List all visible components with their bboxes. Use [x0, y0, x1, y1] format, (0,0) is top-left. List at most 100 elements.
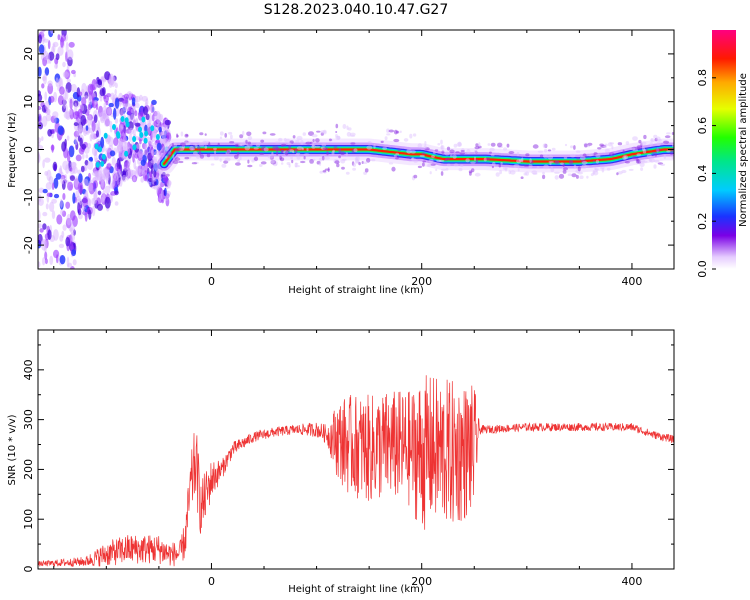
spectrogram-speckle: [536, 166, 540, 169]
spectrogram-speckle: [609, 152, 615, 157]
spectrogram-blob: [66, 256, 70, 268]
spectrogram-blob: [45, 113, 52, 122]
spectrogram-blob: [100, 197, 105, 203]
spectrogram-speckle: [354, 157, 358, 161]
spectrogram-speckle: [247, 136, 253, 140]
spectrogram-speckle: [301, 147, 304, 151]
spectrogram-blob: [57, 95, 64, 106]
spectrogram-blob: [62, 224, 67, 231]
spectrogram-speckle: [167, 154, 171, 159]
spectrogram-speckle: [421, 152, 426, 155]
spectrogram-speckle: [419, 154, 425, 158]
spectrogram-hotspot: [120, 116, 125, 122]
spectrogram-blob: [42, 188, 48, 194]
spectrogram-blob: [97, 203, 103, 211]
snr-ytick-label: 400: [22, 359, 35, 380]
spectrogram-speckle: [342, 158, 347, 161]
spectrogram-speckle: [622, 149, 625, 155]
spectrogram-blob: [103, 95, 109, 103]
spectrogram-blob: [132, 175, 136, 182]
spectrogram-speckle: [465, 158, 470, 163]
spectrogram-speckle: [338, 155, 341, 159]
spectrogram-blob: [132, 153, 135, 163]
spectrogram-blob: [59, 198, 63, 208]
spectrogram-blob: [141, 165, 145, 175]
spectrogram-speckle: [165, 147, 169, 151]
spectrogram-hotspot: [98, 146, 103, 153]
spectrogram-speckle: [498, 164, 501, 168]
spectrogram-speckle: [296, 135, 303, 141]
spectrogram-speckle: [500, 161, 503, 165]
spectrogram-speckle: [466, 149, 471, 154]
spectrogram-blob: [114, 190, 119, 196]
spectrogram-speckle: [263, 147, 269, 152]
spectrogram-speckle: [449, 149, 455, 154]
spectrogram-hotspot: [124, 117, 129, 124]
spectrogram-blob: [53, 249, 60, 259]
spectrogram-speckle: [671, 132, 674, 135]
spectrogram-speckle: [296, 155, 301, 160]
spectrogram-speckle: [567, 173, 572, 176]
spectrogram-blob: [128, 127, 134, 135]
spectrogram-speckle: [474, 156, 476, 161]
spectrogram-ytick-label: 20: [22, 47, 35, 61]
spectrogram-speckle: [651, 151, 656, 155]
spectrogram-speckle: [276, 151, 279, 156]
spectrogram-speckle: [342, 124, 347, 129]
spectrogram-speckle: [550, 168, 555, 173]
spectrogram-blob: [145, 98, 149, 106]
spectrogram-ytick-label: 0: [22, 146, 35, 153]
spectrogram-blob: [49, 255, 54, 265]
spectrogram-speckle: [327, 167, 330, 173]
spectrogram-speckle: [306, 147, 309, 152]
spectrogram-blob: [87, 198, 92, 208]
spectrogram-speckle: [189, 145, 194, 151]
spectrogram-speckle: [491, 161, 496, 167]
spectrogram-blob: [121, 99, 128, 104]
spectrogram-speckle: [409, 133, 413, 139]
spectrogram-speckle: [595, 153, 601, 158]
spectrogram-blob: [78, 205, 82, 212]
spectrogram-blob: [97, 190, 102, 196]
spectrogram-speckle: [628, 168, 634, 171]
spectrogram-blob: [78, 91, 83, 96]
spectrogram-blob: [62, 97, 67, 109]
spectrogram-speckle: [349, 132, 356, 136]
spectrogram-speckle: [239, 134, 244, 139]
spectrogram-speckle: [247, 141, 251, 145]
snr-xtick-label: 400: [621, 575, 642, 588]
spectrogram-speckle: [543, 164, 549, 170]
spectrogram-blob: [51, 128, 56, 134]
spectrogram-speckle: [300, 140, 304, 145]
spectrogram-speckle: [247, 159, 250, 164]
spectrogram-blob: [38, 261, 41, 268]
spectrogram-blob: [60, 36, 64, 48]
spectrogram-blob: [69, 98, 73, 110]
spectrogram-speckle: [606, 167, 611, 171]
spectrogram-blob: [103, 115, 109, 120]
spectrogram-blob: [38, 145, 44, 150]
spectrogram-speckle: [224, 157, 231, 162]
spectrogram-blob: [38, 105, 42, 111]
spectrogram-speckle: [544, 148, 548, 153]
snr-ytick-label: 0: [22, 566, 35, 573]
spectrogram-blob: [67, 49, 74, 61]
spectrogram-speckle: [490, 153, 495, 157]
spectrogram-speckle: [347, 127, 352, 131]
spectrogram-axes: 0 200 400 -20 -10 0 10 20: [22, 29, 674, 288]
spectrogram-speckle: [640, 167, 644, 172]
spectrogram-blob: [52, 161, 58, 171]
spectrogram-blob: [41, 83, 45, 89]
spectrogram-blob: [145, 113, 150, 121]
spectrogram-speckle: [174, 148, 179, 153]
spectrogram-speckle: [554, 171, 560, 174]
spectrogram-speckle: [440, 145, 444, 150]
spectrogram-speckle: [564, 143, 568, 147]
spectrogram-speckle: [172, 154, 175, 160]
spectrogram-blob: [137, 148, 144, 159]
spectrogram-speckle: [575, 150, 581, 153]
spectrogram-speckle: [570, 153, 576, 158]
spectrogram-speckle: [251, 159, 255, 163]
spectrogram-blob: [92, 171, 98, 177]
spectrogram-blob: [93, 99, 98, 105]
